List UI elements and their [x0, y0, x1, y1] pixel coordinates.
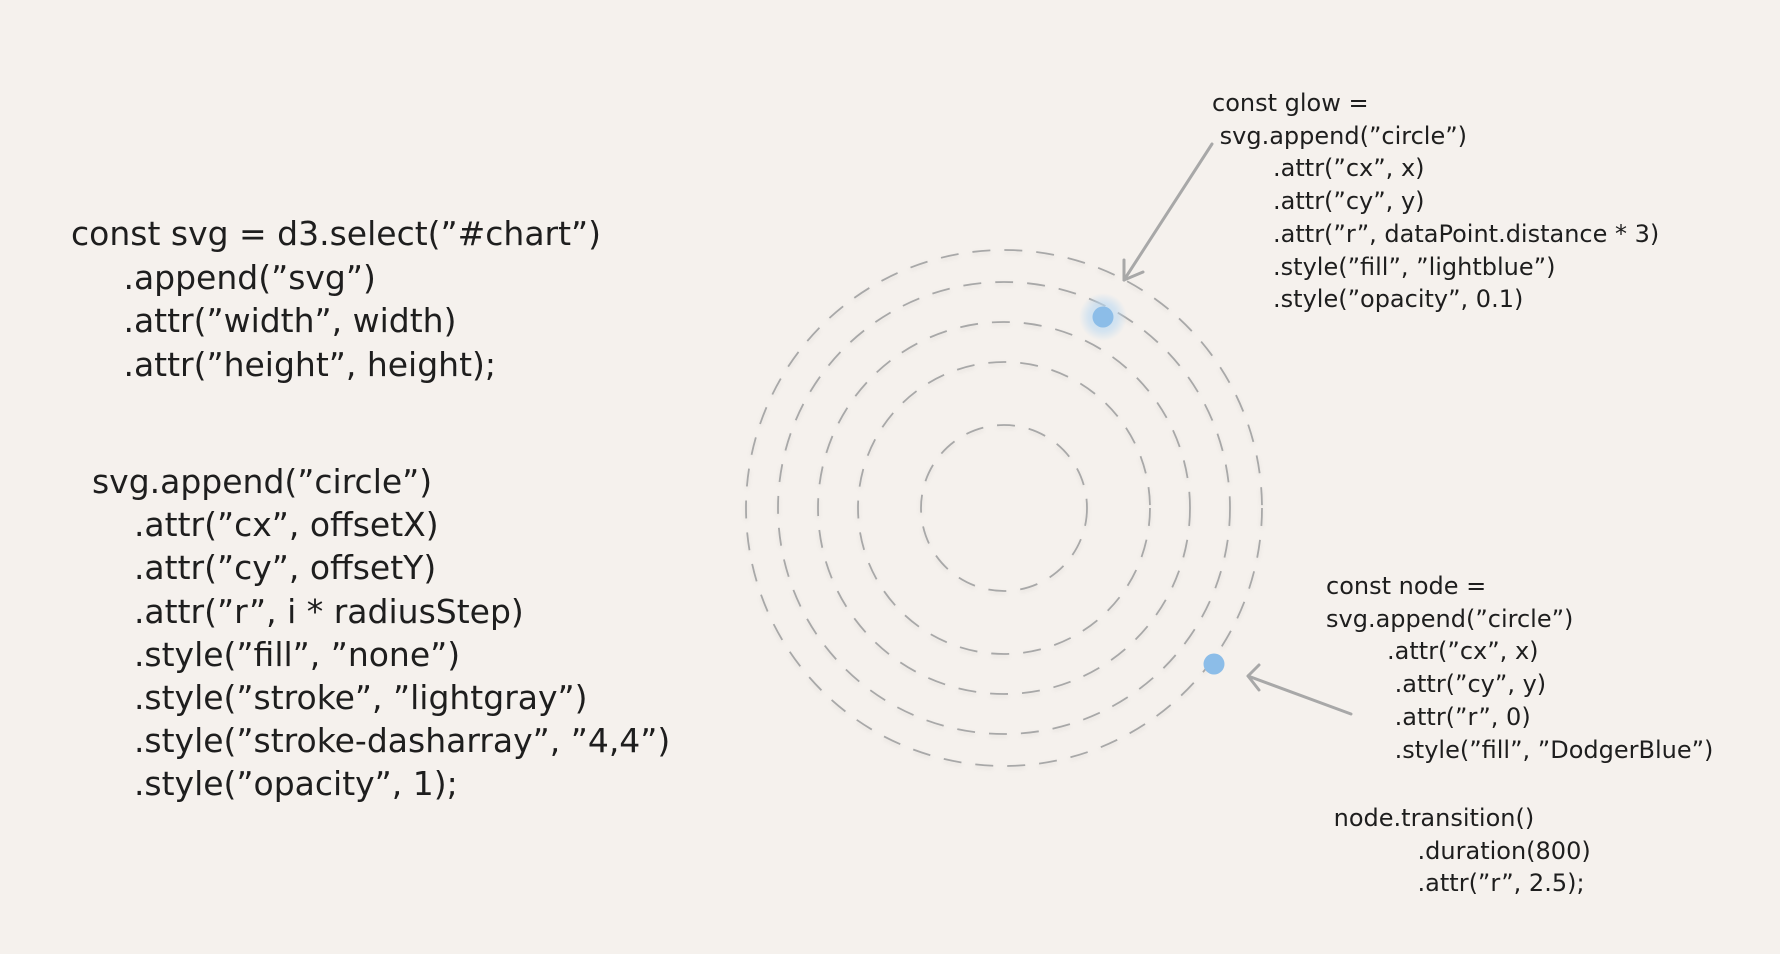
- node-arrow: [1246, 663, 1353, 716]
- circle-setup-code: svg.append(”circle”) .attr(”cx”, offsetX…: [71, 460, 670, 806]
- svg-setup-code: const svg = d3.select(”#chart”) .append(…: [71, 212, 601, 386]
- code-line: .attr(”height”, height);: [71, 344, 497, 384]
- ring-3: [817, 321, 1191, 695]
- code-line: .style(”stroke”, ”lightgray”): [71, 678, 588, 718]
- code-line: .attr(”cy”, y): [1212, 187, 1425, 216]
- code-line: .attr(”r”, dataPoint.distance * 3): [1212, 219, 1660, 248]
- code-line: .style(”fill”, ”lightblue”): [1212, 252, 1556, 281]
- glow-code: const glow = svg.append(”circle”) .attr(…: [1212, 87, 1659, 316]
- code-line: const svg = d3.select(”#chart”): [71, 214, 602, 253]
- code-line: .duration(800): [1326, 836, 1591, 865]
- code-line: node.transition(): [1326, 804, 1535, 832]
- ring-5: [745, 249, 1263, 767]
- code-line: const glow =: [1212, 89, 1369, 117]
- glow-node: [1092, 306, 1114, 328]
- ring-2: [857, 361, 1151, 655]
- code-line: .attr(”cx”, x): [1212, 154, 1425, 183]
- code-line: .attr(”cy”, y): [1326, 670, 1547, 699]
- code-line: .attr(”r”, 0): [1326, 702, 1531, 731]
- code-line: .attr(”cx”, offsetX): [71, 505, 439, 545]
- code-line: svg.append(”circle”): [1212, 121, 1468, 150]
- code-line: svg.append(”circle”): [71, 462, 433, 501]
- transition-code: node.transition() .duration(800) .attr(”…: [1326, 802, 1591, 900]
- code-line: .attr(”r”, i * radiusStep): [71, 591, 524, 631]
- code-line: .style(”stroke-dasharray”, ”4,4”): [71, 721, 671, 761]
- code-line: .style(”opacity”, 1);: [71, 764, 458, 804]
- code-line: .append(”svg”): [71, 257, 376, 297]
- code-line: .style(”fill”, ”DodgerBlue”): [1326, 735, 1714, 764]
- code-line: .attr(”cx”, x): [1326, 637, 1539, 666]
- node-code: const node = svg.append(”circle”) .attr(”…: [1326, 570, 1713, 766]
- code-line: .attr(”cy”, offsetY): [71, 548, 437, 588]
- code-line: svg.append(”circle”): [1326, 604, 1574, 633]
- data-node: [1203, 653, 1225, 675]
- ring-1: [920, 424, 1088, 592]
- code-line: .attr(”width”, width): [71, 301, 457, 340]
- code-line: .style(”fill”, ”none”): [71, 634, 461, 674]
- ring-4: [777, 281, 1231, 735]
- code-line: const node =: [1326, 572, 1487, 600]
- glow-arrow: [1122, 142, 1214, 282]
- code-line: .style(”opacity”, 0.1): [1212, 285, 1524, 314]
- code-line: .attr(”r”, 2.5);: [1326, 869, 1585, 898]
